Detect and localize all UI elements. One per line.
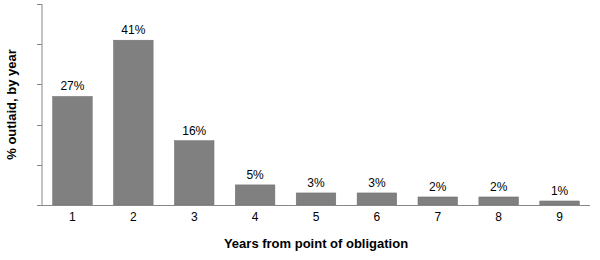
x-tick-label: 6: [374, 210, 381, 224]
x-tick-label: 5: [313, 210, 320, 224]
data-label: 3%: [368, 176, 386, 190]
x-tick-label: 1: [69, 210, 76, 224]
y-tick: [37, 44, 42, 45]
x-tick-label: 3: [191, 210, 198, 224]
data-label: 5%: [246, 168, 264, 182]
x-axis-label: Years from point of obligation: [224, 236, 408, 251]
y-tick: [37, 84, 42, 85]
y-axis: [42, 4, 43, 205]
x-tick-label: 9: [556, 210, 563, 224]
chart-svg: 1 2 3 4 5 6 7 8 9 27% 41% 16% 5% 3% 3% 2% 2% 1% Years from…: [0, 0, 600, 260]
data-label: 3%: [307, 176, 325, 190]
x-tick-label: 7: [434, 210, 441, 224]
bar: [418, 197, 458, 205]
y-tick: [37, 165, 42, 166]
bar: [540, 201, 580, 205]
bar: [114, 40, 154, 205]
y-tick: [37, 205, 42, 206]
x-axis: [42, 205, 590, 206]
chart: 1 2 3 4 5 6 7 8 9 27% 41% 16% 5% 3% 3% 2% 2% 1% Years from…: [0, 0, 600, 260]
y-tick: [37, 125, 42, 126]
bar: [174, 141, 214, 205]
bar: [235, 185, 275, 205]
data-label: 1%: [551, 184, 569, 198]
data-label: 2%: [490, 180, 508, 194]
bar: [296, 193, 336, 205]
bar: [53, 96, 93, 205]
data-label: 27%: [60, 79, 84, 93]
x-tick-label: 4: [252, 210, 259, 224]
data-label: 41%: [121, 23, 145, 37]
x-tick-label: 8: [495, 210, 502, 224]
bar: [357, 193, 397, 205]
x-tick-label: 2: [130, 210, 137, 224]
data-label: 16%: [182, 124, 206, 138]
y-axis-label: % outlaid, by year: [4, 49, 19, 160]
bars: [53, 40, 580, 205]
y-tick: [37, 4, 42, 5]
bar: [479, 197, 519, 205]
data-label: 2%: [429, 180, 447, 194]
